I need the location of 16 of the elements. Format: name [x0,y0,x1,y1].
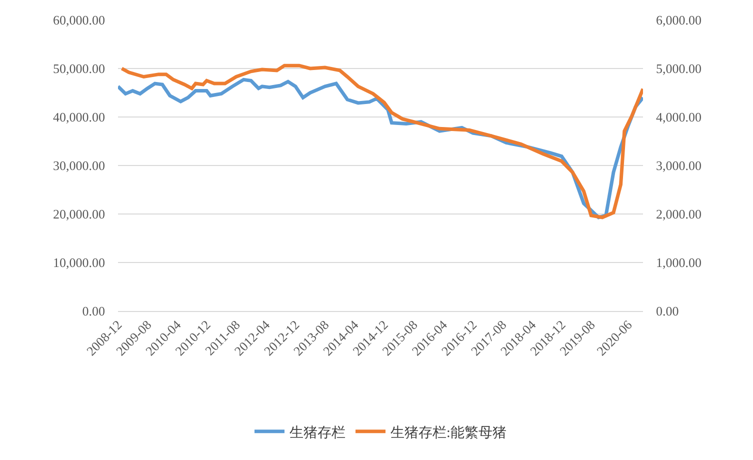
y2-tick-label: 2,000.00 [656,206,702,222]
y-tick-label: 0.00 [82,304,105,319]
legend-label: 生猪存栏:能繁母猪 [390,424,506,441]
y-tick-label: 40,000.00 [53,110,105,125]
y-tick-label: 60,000.00 [53,12,105,28]
legend-label: 生猪存栏 [290,424,346,441]
y2-tick-label: 4,000.00 [656,110,702,125]
y2-tick-label: 0.00 [656,304,679,319]
y-tick-label: 50,000.00 [53,61,105,76]
y-tick-label: 20,000.00 [53,206,105,222]
y2-tick-label: 1,000.00 [656,255,702,270]
y2-tick-label: 6,000.00 [656,12,702,28]
y-tick-label: 30,000.00 [53,158,105,174]
y-tick-label: 10,000.00 [53,255,105,270]
y2-tick-label: 3,000.00 [656,158,702,174]
y2-tick-label: 5,000.00 [656,61,702,76]
